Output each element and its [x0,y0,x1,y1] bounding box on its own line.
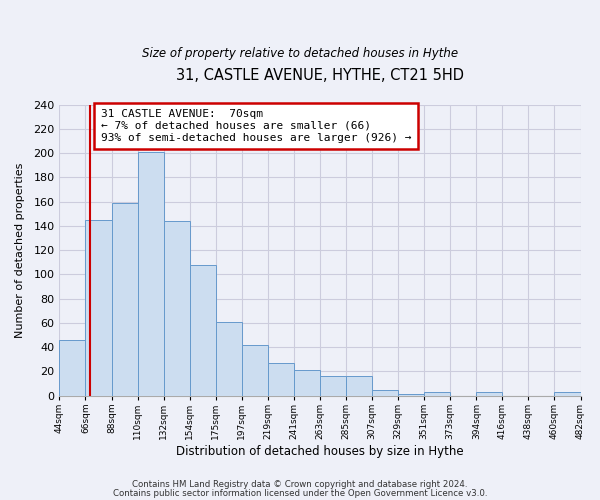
Bar [85,220,112,396]
Bar [398,394,424,396]
Bar [242,344,268,396]
Bar [59,340,85,396]
Y-axis label: Number of detached properties: Number of detached properties [15,162,25,338]
Bar [112,203,137,396]
Title: 31, CASTLE AVENUE, HYTHE, CT21 5HD: 31, CASTLE AVENUE, HYTHE, CT21 5HD [176,68,464,82]
Bar [554,392,581,396]
Bar [268,363,294,396]
Bar [320,376,346,396]
Bar [216,322,242,396]
Bar [137,152,164,396]
Text: Contains public sector information licensed under the Open Government Licence v3: Contains public sector information licen… [113,488,487,498]
Bar [190,264,216,396]
Bar [476,392,502,396]
Bar [164,221,190,396]
X-axis label: Distribution of detached houses by size in Hythe: Distribution of detached houses by size … [176,444,464,458]
Text: Contains HM Land Registry data © Crown copyright and database right 2024.: Contains HM Land Registry data © Crown c… [132,480,468,489]
Bar [346,376,372,396]
Text: Size of property relative to detached houses in Hythe: Size of property relative to detached ho… [142,48,458,60]
Bar [294,370,320,396]
Bar [424,392,450,396]
Text: 31 CASTLE AVENUE:  70sqm
← 7% of detached houses are smaller (66)
93% of semi-de: 31 CASTLE AVENUE: 70sqm ← 7% of detached… [101,110,412,142]
Bar [372,390,398,396]
